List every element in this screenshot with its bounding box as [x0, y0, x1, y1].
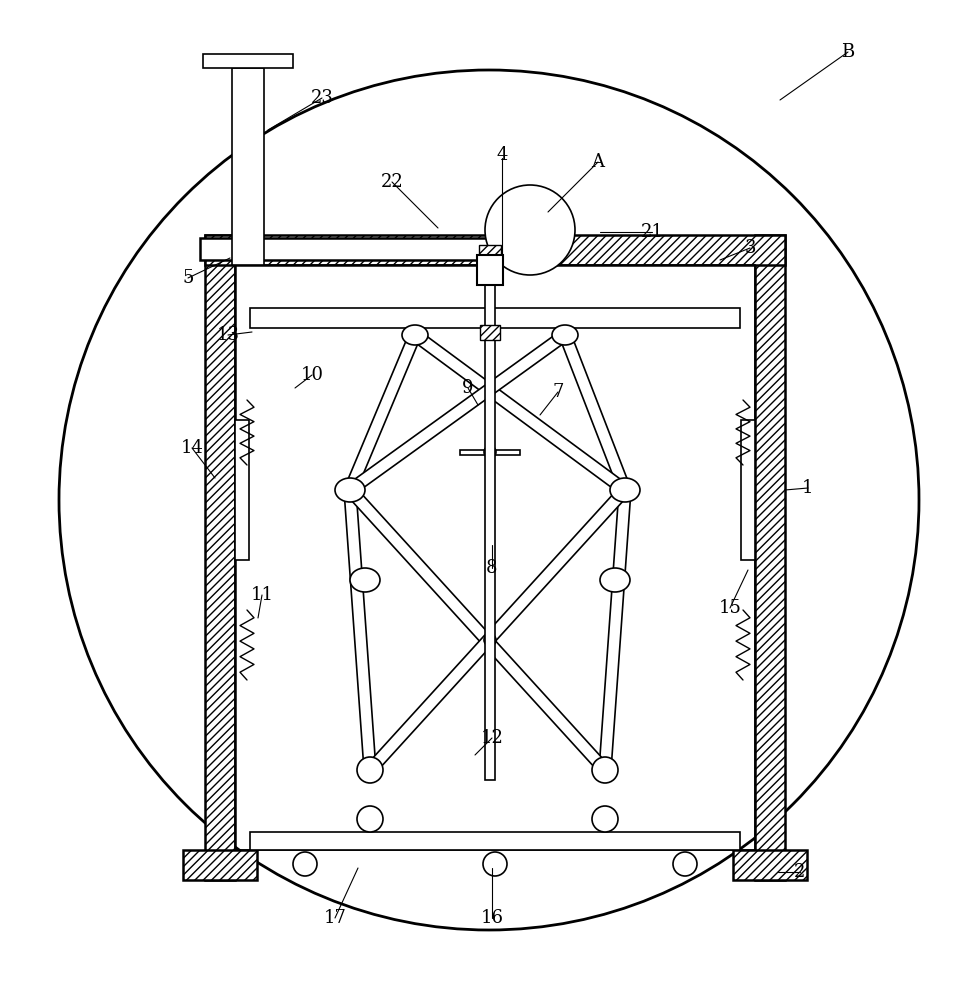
Bar	[476, 255, 503, 285]
Polygon shape	[558, 333, 630, 492]
Text: 16: 16	[480, 909, 503, 927]
Text: 8: 8	[486, 559, 497, 577]
Polygon shape	[365, 486, 629, 774]
Polygon shape	[478, 245, 501, 265]
Text: 3: 3	[743, 239, 755, 257]
Circle shape	[59, 70, 918, 930]
Text: 21: 21	[640, 223, 663, 241]
Circle shape	[484, 185, 574, 275]
Text: 23: 23	[310, 89, 333, 107]
Polygon shape	[204, 235, 784, 265]
Bar	[249, 832, 739, 850]
Bar	[740, 420, 754, 560]
Polygon shape	[183, 850, 257, 880]
Circle shape	[592, 757, 617, 783]
Text: 12: 12	[480, 729, 503, 747]
Text: A: A	[591, 153, 603, 171]
Text: 11: 11	[250, 586, 273, 604]
Text: 13: 13	[216, 326, 240, 344]
Text: 1: 1	[801, 479, 813, 497]
Text: 10: 10	[300, 366, 323, 384]
Bar	[232, 68, 264, 265]
Text: 5: 5	[182, 269, 194, 287]
Text: 15: 15	[718, 599, 740, 617]
Circle shape	[483, 446, 496, 458]
Ellipse shape	[402, 325, 427, 345]
Bar	[484, 258, 495, 780]
Bar	[200, 238, 490, 260]
Circle shape	[357, 806, 382, 832]
Polygon shape	[204, 235, 235, 880]
Ellipse shape	[600, 568, 630, 592]
Circle shape	[357, 757, 382, 783]
Circle shape	[483, 634, 496, 646]
Polygon shape	[479, 325, 500, 340]
Polygon shape	[343, 490, 376, 770]
Circle shape	[672, 852, 696, 876]
Polygon shape	[411, 330, 628, 495]
Polygon shape	[599, 490, 631, 770]
Text: 17: 17	[324, 909, 346, 927]
Text: 7: 7	[552, 383, 563, 401]
Ellipse shape	[350, 568, 379, 592]
Text: 14: 14	[180, 439, 203, 457]
Bar	[249, 308, 739, 328]
Bar	[235, 420, 248, 560]
Ellipse shape	[334, 478, 365, 502]
Polygon shape	[460, 450, 519, 454]
Text: 22: 22	[380, 173, 403, 191]
Circle shape	[592, 806, 617, 832]
Polygon shape	[345, 486, 609, 774]
Text: 9: 9	[462, 379, 473, 397]
Polygon shape	[344, 333, 421, 492]
Ellipse shape	[552, 325, 577, 345]
Ellipse shape	[609, 478, 640, 502]
Text: 4: 4	[496, 146, 508, 164]
Bar	[202, 54, 292, 68]
Text: B: B	[840, 43, 854, 61]
Polygon shape	[733, 850, 806, 880]
Polygon shape	[754, 235, 784, 880]
Polygon shape	[346, 330, 568, 495]
Text: 2: 2	[793, 863, 805, 881]
Circle shape	[482, 852, 507, 876]
Circle shape	[292, 852, 317, 876]
